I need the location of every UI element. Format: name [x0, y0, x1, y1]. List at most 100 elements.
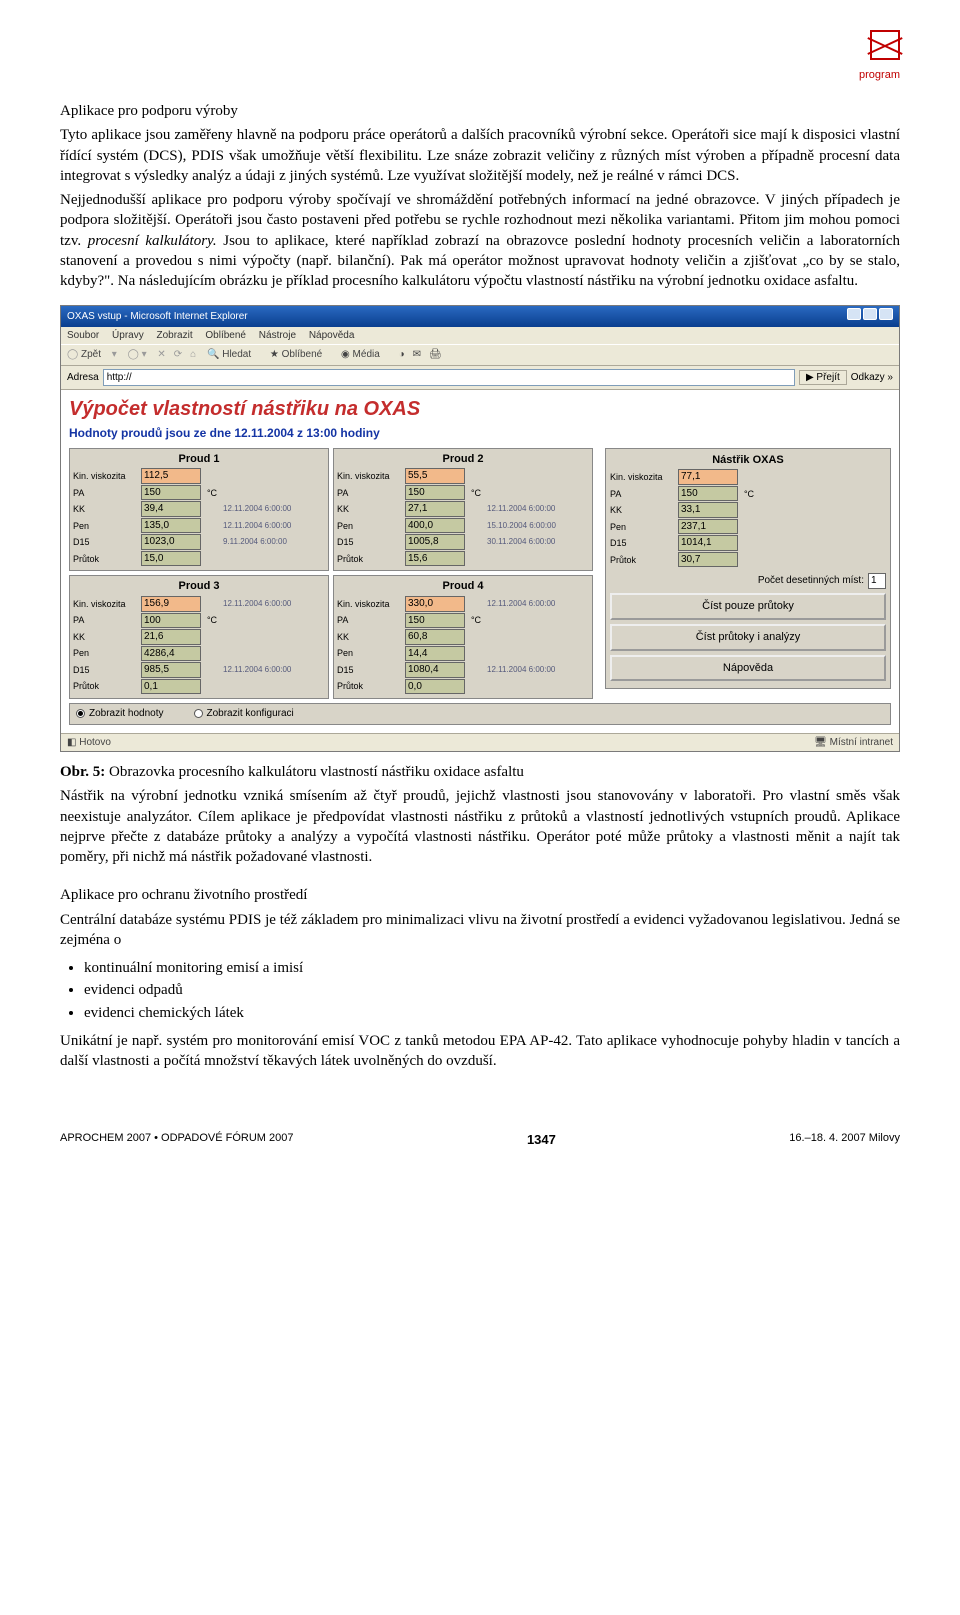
data-row: Pen135,0 12.11.2004 6:00:00	[73, 518, 325, 534]
btn-read-flows[interactable]: Číst pouze průtoky	[610, 593, 886, 620]
radio-values[interactable]: Zobrazit hodnoty	[76, 707, 164, 721]
value-input[interactable]: 237,1	[678, 519, 738, 535]
value-input[interactable]: 15,0	[141, 551, 201, 567]
value-input[interactable]: 15,6	[405, 551, 465, 567]
value-input[interactable]: 985,5	[141, 662, 201, 678]
value-input[interactable]: 27,1	[405, 501, 465, 517]
addr-label: Adresa	[67, 371, 99, 385]
ie-addressbar: Adresa http:// ▶ Přejít Odkazy »	[61, 366, 899, 391]
data-row: KK60,8	[337, 629, 589, 645]
row-label: KK	[73, 503, 141, 515]
value-input[interactable]: 150	[405, 613, 465, 629]
value-input[interactable]: 77,1	[678, 469, 738, 485]
window-buttons[interactable]	[845, 308, 893, 325]
value-input[interactable]: 0,1	[141, 679, 201, 695]
value-input[interactable]: 14,4	[405, 646, 465, 662]
value-input[interactable]: 1005,8	[405, 534, 465, 550]
data-row: D151014,1	[610, 535, 886, 551]
value-input[interactable]: 30,7	[678, 552, 738, 568]
row-label: Průtok	[337, 553, 405, 565]
timestamp: 12.11.2004 6:00:00	[223, 600, 291, 608]
row-label: PA	[610, 488, 678, 500]
row-label: PA	[73, 614, 141, 626]
value-input[interactable]: 21,6	[141, 629, 201, 645]
ie-toolbar[interactable]: ◯ Zpět ▾ ◯ ▾ ✕⟳⌂ 🔍 Hledat ★ Oblíbené ◉ M…	[61, 344, 899, 366]
value-input[interactable]: 150	[141, 485, 201, 501]
btn-read-flows-analyses[interactable]: Číst průtoky i analýzy	[610, 624, 886, 651]
data-row: Kin. viskozita77,1	[610, 469, 886, 485]
value-input[interactable]: 0,0	[405, 679, 465, 695]
row-label: Pen	[337, 520, 405, 532]
dec-input[interactable]: 1	[868, 573, 886, 589]
row-label: D15	[73, 536, 141, 548]
value-input[interactable]: 150	[678, 486, 738, 502]
data-row: Pen237,1	[610, 519, 886, 535]
data-row: D15985,512.11.2004 6:00:00	[73, 662, 325, 678]
timestamp: 12.11.2004 6:00:00	[223, 666, 291, 674]
tb-media[interactable]: ◉ Média	[341, 349, 388, 360]
timestamp: 15.10.2004 6:00:00	[487, 522, 556, 530]
value-input[interactable]: 330,0	[405, 596, 465, 612]
row-label: KK	[610, 504, 678, 516]
menu-help[interactable]: Nápověda	[309, 330, 355, 341]
ie-menubar[interactable]: Soubor Úpravy Zobrazit Oblíbené Nástroje…	[61, 327, 899, 345]
page-content: Výpočet vlastností nástřiku na OXAS Hodn…	[61, 390, 899, 732]
page-footer: APROCHEM 2007 • ODPADOVÉ FÓRUM 2007 1347…	[60, 1131, 900, 1149]
timestamp: 9.11.2004 6:00:00	[223, 538, 287, 546]
figure-caption: Obr. 5: Obrazovka procesního kalkulátoru…	[60, 762, 900, 782]
value-input[interactable]: 1023,0	[141, 534, 201, 550]
tb-fav[interactable]: ★ Oblíbené	[270, 349, 330, 360]
panel-proud1: Proud 1Kin. viskozita112,5PA150°CKK39,41…	[69, 448, 329, 572]
btn-help[interactable]: Nápověda	[610, 655, 886, 682]
right-column: Nástřik OXAS Kin. viskozita77,1PA150°CKK…	[605, 448, 891, 700]
menu-file[interactable]: Soubor	[67, 330, 99, 341]
timestamp: 30.11.2004 6:00:00	[487, 538, 555, 546]
unit: °C	[465, 487, 487, 499]
value-input[interactable]: 400,0	[405, 518, 465, 534]
row-label: PA	[337, 614, 405, 626]
data-row: Kin. viskozita112,5	[73, 468, 325, 484]
row-label: D15	[610, 537, 678, 549]
timestamp: 12.11.2004 6:00:00	[487, 600, 555, 608]
links-label[interactable]: Odkazy »	[851, 371, 893, 385]
tb-search[interactable]: 🔍 Hledat	[207, 349, 259, 360]
panel-proud4: Proud 4 Kin. viskozita330,0 12.11.2004 6:0…	[333, 575, 593, 699]
value-input[interactable]: 112,5	[141, 468, 201, 484]
tb-back[interactable]: ◯ Zpět ▾	[67, 349, 117, 360]
value-input[interactable]: 100	[141, 613, 201, 629]
menu-fav[interactable]: Oblíbené	[205, 330, 246, 341]
row-label: Kin. viskozita	[73, 470, 141, 482]
panel-header: Proud 4	[337, 579, 589, 594]
radio-bar: Zobrazit hodnoty Zobrazit konfiguraci	[69, 703, 891, 725]
data-row: Průtok0,0	[337, 679, 589, 695]
logo-caption: program	[60, 68, 900, 83]
value-input[interactable]: 1014,1	[678, 535, 738, 551]
value-input[interactable]: 33,1	[678, 502, 738, 518]
value-input[interactable]: 39,4	[141, 501, 201, 517]
data-row: KK21,6	[73, 629, 325, 645]
address-input[interactable]: http://	[103, 369, 795, 387]
panel-proud3: Proud 3Kin. viskozita156,912.11.2004 6:0…	[69, 575, 329, 699]
proud-panels: Proud 1Kin. viskozita112,5PA150°CKK39,41…	[69, 448, 599, 700]
data-row: Pen14,4	[337, 646, 589, 662]
value-input[interactable]: 60,8	[405, 629, 465, 645]
row-label: KK	[337, 503, 405, 515]
value-input[interactable]: 1080,4	[405, 662, 465, 678]
value-input[interactable]: 4286,4	[141, 646, 201, 662]
value-input[interactable]: 55,5	[405, 468, 465, 484]
menu-edit[interactable]: Úpravy	[112, 330, 144, 341]
panel-header: Proud 1	[73, 452, 325, 467]
row-label: Pen	[73, 520, 141, 532]
data-row: PA150°C	[337, 613, 589, 629]
row-label: Kin. viskozita	[337, 598, 405, 610]
menu-view[interactable]: Zobrazit	[157, 330, 193, 341]
menu-tools[interactable]: Nástroje	[259, 330, 296, 341]
data-row: Pen4286,4	[73, 646, 325, 662]
radio-config[interactable]: Zobrazit konfiguraci	[194, 707, 294, 721]
value-input[interactable]: 156,9	[141, 596, 201, 612]
value-input[interactable]: 135,0	[141, 518, 201, 534]
timestamp: 12.11.2004 6:00:00	[223, 522, 291, 530]
go-button[interactable]: ▶ Přejít	[799, 370, 847, 386]
row-label: Průtok	[73, 553, 141, 565]
value-input[interactable]: 150	[405, 485, 465, 501]
